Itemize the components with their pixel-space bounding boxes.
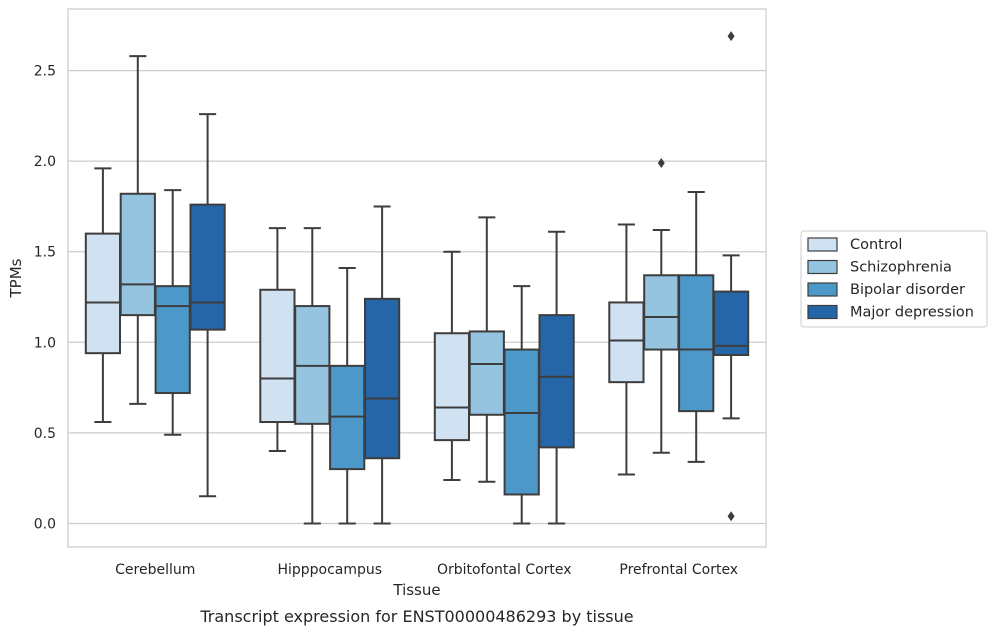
box <box>643 274 680 351</box>
box-plot <box>433 250 471 481</box>
x-tick-label: Cerebellum <box>115 562 195 578</box>
x-axis-label: Tissue <box>392 581 440 599</box>
legend-label: Schizophrenia <box>850 260 952 276</box>
y-tick-label: 2.0 <box>34 154 56 170</box>
box <box>433 332 471 442</box>
legend-swatch <box>807 282 838 297</box>
box-series <box>84 31 750 525</box>
box <box>189 203 226 331</box>
box-plot <box>189 113 226 498</box>
legend-swatch <box>807 259 838 275</box>
box <box>84 232 122 355</box>
box <box>468 330 505 416</box>
outlier-point <box>657 157 665 168</box>
box-plot <box>608 223 645 476</box>
y-tick-label: 2.5 <box>34 64 56 80</box>
box <box>538 314 575 449</box>
box-plot <box>294 227 331 525</box>
box-plot <box>503 285 540 525</box>
box-plot <box>259 227 296 452</box>
box-plot <box>154 189 191 436</box>
box-plot <box>84 167 122 424</box>
y-tick-label: 1.0 <box>34 335 56 351</box>
x-tick-label: Hipppocampus <box>277 562 382 578</box>
box-plot <box>468 216 505 483</box>
series-major-depression <box>189 31 750 525</box>
legend: Control Schizophrenia Bipolar disorder Majo… <box>800 230 988 328</box>
box-plot <box>678 190 715 463</box>
box <box>503 348 540 496</box>
box <box>608 301 645 384</box>
outlier-point <box>727 511 735 522</box>
x-tick-labels: Cerebellum Hipppocampus Orbitofontal Corte… <box>115 562 738 578</box>
box <box>712 290 750 356</box>
box <box>119 192 156 317</box>
box-plot <box>119 55 156 405</box>
legend-swatch <box>807 237 838 252</box>
box <box>154 285 191 395</box>
legend-swatch <box>807 304 838 320</box>
box <box>678 274 715 413</box>
legend-label: Control <box>850 237 902 253</box>
chart-caption: Transcript expression for ENST0000048629… <box>199 607 633 626</box>
box-plot <box>538 230 575 525</box>
y-axis-label: TPMs <box>7 258 25 298</box>
series-control <box>84 167 645 481</box>
x-tick-label: Prefrontal Cortex <box>619 562 738 578</box>
y-tick-label: 1.5 <box>34 245 56 261</box>
legend-label: Bipolar disorder <box>850 282 965 298</box>
box-plot <box>712 31 750 522</box>
box-plot <box>363 205 401 525</box>
y-tick-labels: 0.0 0.5 1.0 1.5 2.0 2.5 <box>34 64 56 533</box>
legend-label: Major depression <box>850 305 974 321</box>
plot-frame <box>67 8 767 548</box>
x-tick-label: Orbitofontal Cortex <box>437 562 572 578</box>
box <box>363 297 401 460</box>
y-tick-label: 0.0 <box>34 516 56 532</box>
box-plot <box>329 267 366 525</box>
box-plot <box>643 157 680 454</box>
y-tick-label: 0.5 <box>34 426 56 442</box>
series-schizophrenia <box>119 55 680 525</box>
legend-frame <box>800 230 988 328</box>
box <box>259 288 296 424</box>
outlier-point <box>727 31 735 42</box>
